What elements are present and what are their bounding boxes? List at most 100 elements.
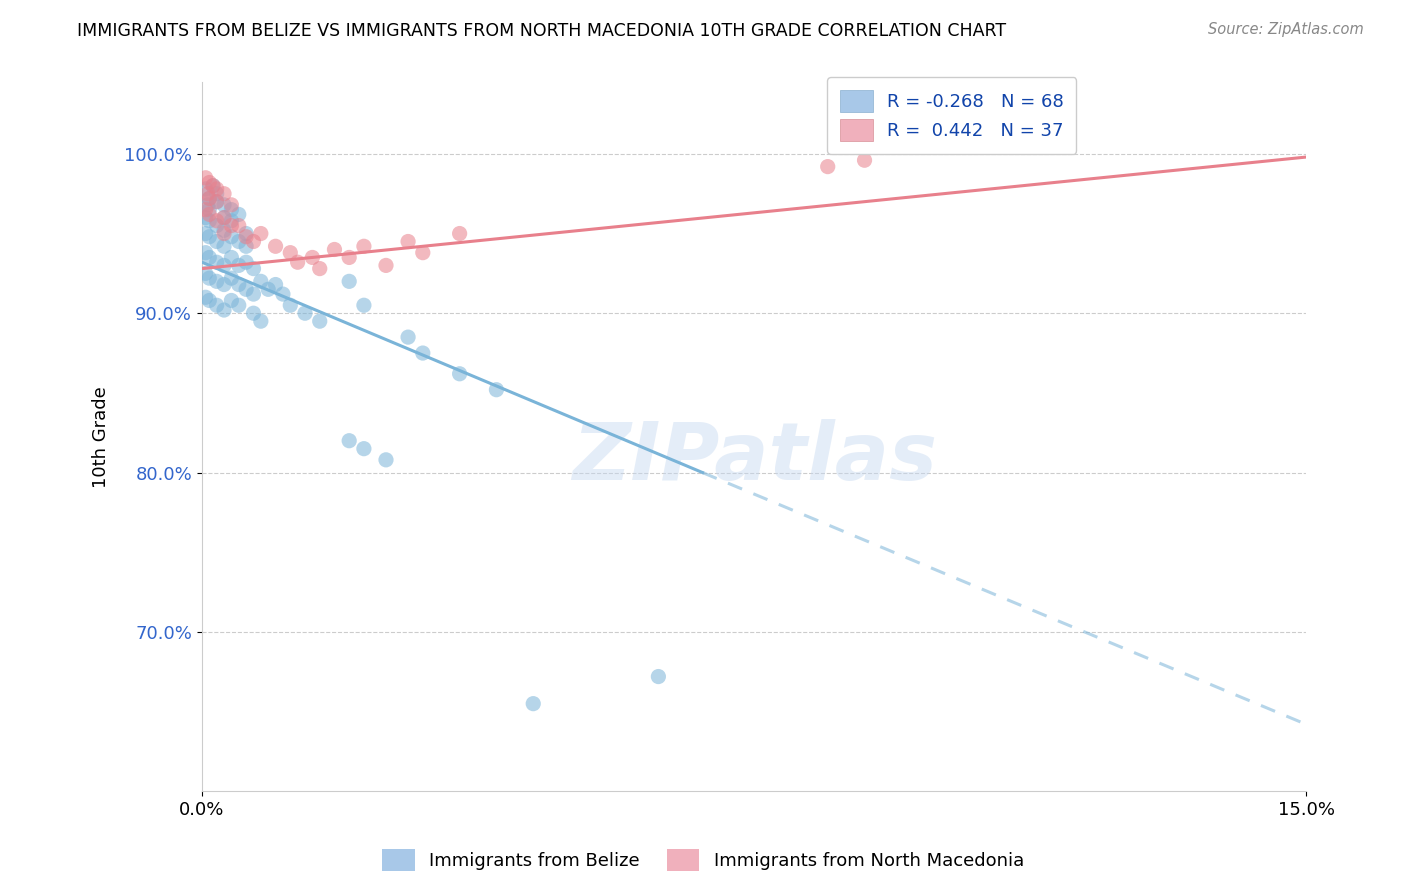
Point xyxy=(212,303,235,318)
Point xyxy=(264,277,287,292)
Point xyxy=(242,306,264,320)
Point xyxy=(257,282,280,296)
Point xyxy=(221,271,243,285)
Point xyxy=(301,251,323,265)
Point xyxy=(375,259,398,273)
Point xyxy=(242,261,264,276)
Point xyxy=(205,186,228,201)
Y-axis label: 10th Grade: 10th Grade xyxy=(93,386,110,488)
Point xyxy=(198,176,221,190)
Point xyxy=(228,277,250,292)
Point xyxy=(242,235,264,249)
Point xyxy=(212,259,235,273)
Point xyxy=(198,229,221,244)
Point xyxy=(201,178,224,193)
Point xyxy=(205,194,228,209)
Point xyxy=(205,182,228,196)
Point xyxy=(308,261,330,276)
Point xyxy=(271,287,294,301)
Point xyxy=(194,290,217,304)
Point xyxy=(375,453,398,467)
Point xyxy=(228,298,250,312)
Point xyxy=(228,219,250,233)
Point xyxy=(853,153,876,168)
Point xyxy=(817,160,839,174)
Point xyxy=(197,186,219,201)
Point xyxy=(198,214,221,228)
Point xyxy=(647,669,669,683)
Point xyxy=(221,202,243,217)
Point xyxy=(205,235,228,249)
Point xyxy=(212,211,235,225)
Point xyxy=(235,282,257,296)
Legend: Immigrants from Belize, Immigrants from North Macedonia: Immigrants from Belize, Immigrants from … xyxy=(375,842,1031,879)
Point xyxy=(412,245,434,260)
Point xyxy=(221,229,243,244)
Point xyxy=(294,306,316,320)
Point xyxy=(198,251,221,265)
Point xyxy=(194,211,217,225)
Point xyxy=(287,255,309,269)
Point xyxy=(449,367,471,381)
Point xyxy=(221,214,243,228)
Legend: R = -0.268   N = 68, R =  0.442   N = 37: R = -0.268 N = 68, R = 0.442 N = 37 xyxy=(827,77,1077,153)
Point xyxy=(396,235,419,249)
Point xyxy=(242,287,264,301)
Point xyxy=(198,192,221,206)
Point xyxy=(250,227,273,241)
Point xyxy=(212,227,235,241)
Point xyxy=(308,314,330,328)
Point xyxy=(198,202,221,217)
Point xyxy=(221,198,243,212)
Point xyxy=(235,255,257,269)
Point xyxy=(250,274,273,288)
Point xyxy=(337,274,360,288)
Point xyxy=(323,243,346,257)
Point xyxy=(212,211,235,225)
Point xyxy=(264,239,287,253)
Point xyxy=(212,186,235,201)
Point xyxy=(353,298,375,312)
Point xyxy=(201,178,224,193)
Point xyxy=(212,277,235,292)
Point xyxy=(194,202,217,217)
Point xyxy=(198,271,221,285)
Text: Source: ZipAtlas.com: Source: ZipAtlas.com xyxy=(1208,22,1364,37)
Point xyxy=(353,442,375,456)
Point xyxy=(228,235,250,249)
Point xyxy=(212,223,235,237)
Point xyxy=(194,182,217,196)
Text: IMMIGRANTS FROM BELIZE VS IMMIGRANTS FROM NORTH MACEDONIA 10TH GRADE CORRELATION: IMMIGRANTS FROM BELIZE VS IMMIGRANTS FRO… xyxy=(77,22,1007,40)
Point xyxy=(205,214,228,228)
Point xyxy=(235,239,257,253)
Point xyxy=(221,293,243,308)
Point xyxy=(228,259,250,273)
Point xyxy=(235,229,257,244)
Point xyxy=(228,207,250,221)
Point xyxy=(205,194,228,209)
Point xyxy=(194,266,217,280)
Point xyxy=(235,227,257,241)
Point xyxy=(194,170,217,185)
Point xyxy=(205,274,228,288)
Point xyxy=(412,346,434,360)
Point xyxy=(278,298,301,312)
Point xyxy=(194,245,217,260)
Point xyxy=(205,298,228,312)
Point xyxy=(221,251,243,265)
Point xyxy=(485,383,508,397)
Point xyxy=(278,245,301,260)
Point xyxy=(337,434,360,448)
Point xyxy=(198,293,221,308)
Point xyxy=(353,239,375,253)
Point xyxy=(250,314,273,328)
Point xyxy=(212,239,235,253)
Point xyxy=(205,255,228,269)
Point xyxy=(221,219,243,233)
Point xyxy=(197,198,219,212)
Point xyxy=(522,697,544,711)
Point xyxy=(198,192,221,206)
Text: ZIPatlas: ZIPatlas xyxy=(572,419,936,497)
Point xyxy=(212,198,235,212)
Point xyxy=(337,251,360,265)
